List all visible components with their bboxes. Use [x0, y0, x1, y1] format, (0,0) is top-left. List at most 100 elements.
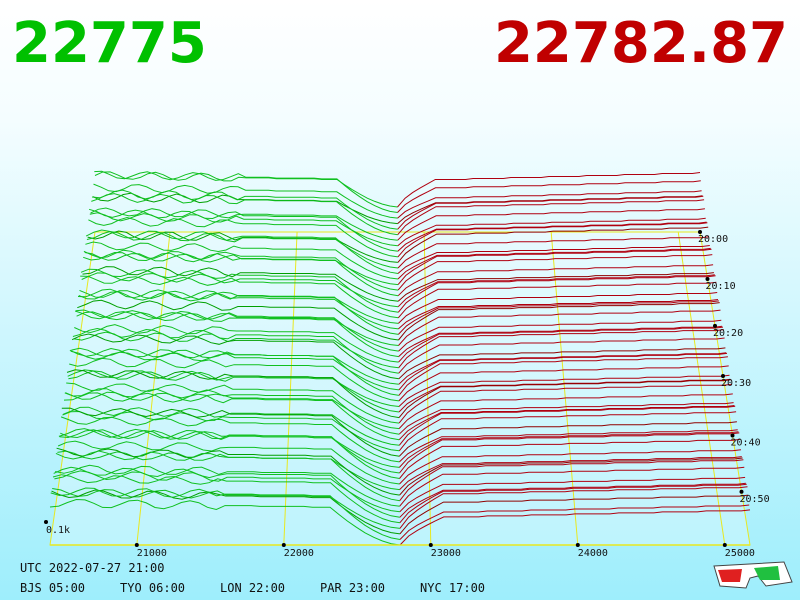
ask-depth-line — [399, 456, 742, 490]
depth-surface — [49, 170, 751, 546]
ask-depth-line — [397, 195, 704, 230]
bid-depth-line — [85, 241, 399, 280]
bid-depth-line — [54, 470, 400, 513]
bid-depth-line — [53, 466, 400, 518]
bid-depth-line — [52, 488, 400, 529]
city-time: NYC 17:00 — [420, 581, 485, 595]
ask-depth-line — [398, 393, 733, 429]
ask-depth-line — [397, 221, 707, 252]
ask-depth-line — [399, 432, 740, 474]
ask-depth-line — [399, 486, 748, 529]
price-grid-line — [677, 231, 726, 546]
bid-depth-line — [66, 369, 400, 419]
time-tick-label: 20:00 — [698, 234, 728, 245]
ask-depth-line — [398, 379, 732, 418]
bid-depth-line — [89, 212, 398, 247]
city-time: BJS 05:00 — [20, 581, 85, 595]
price-grid-line — [283, 231, 298, 546]
ask-depth-line — [398, 300, 719, 335]
time-tick-label: 20:20 — [713, 328, 743, 339]
time-tick-label: 20:50 — [740, 494, 770, 505]
bid-depth-line — [55, 450, 400, 502]
bid-depth-line — [83, 251, 399, 297]
ask-depth-line — [399, 466, 745, 507]
ask-depth-line — [399, 476, 746, 513]
bid-depth-line — [63, 406, 400, 446]
bid-depth-line — [63, 392, 400, 441]
time-tick — [739, 489, 744, 494]
time-tick — [730, 433, 735, 438]
ask-depth-line — [398, 352, 727, 385]
ask-depth-line — [397, 222, 708, 258]
ask-depth-line — [399, 431, 739, 468]
time-tick-label: 20:30 — [721, 378, 751, 389]
time-tick — [705, 276, 710, 281]
ask-depth-line — [397, 272, 714, 302]
bid-depth-line — [77, 299, 399, 341]
price-tick-label: 25000 — [725, 548, 755, 559]
bid-depth-line — [71, 333, 399, 380]
ask-depth-line — [397, 281, 717, 319]
bid-depth-line — [64, 388, 400, 435]
bid-depth-line — [79, 289, 399, 324]
ask-depth-line — [398, 347, 726, 380]
price-tick-label: 24000 — [578, 548, 608, 559]
ask-depth-line — [399, 449, 742, 485]
ask-price: 22782.87 — [494, 11, 788, 76]
ask-depth-line — [398, 383, 733, 424]
bid-depth-line — [68, 370, 400, 407]
bid-depth-line — [52, 474, 400, 524]
price-tick — [575, 543, 580, 547]
bid-depth-line — [74, 324, 399, 363]
ask-depth-line — [398, 405, 736, 446]
bid-depth-line — [69, 357, 399, 402]
ask-depth-line — [399, 504, 750, 540]
ask-depth-line — [397, 274, 715, 308]
time-tick-label: 20:10 — [706, 281, 736, 292]
bid-depth-line — [93, 183, 398, 219]
bid-depth-line — [85, 229, 399, 274]
ask-depth-line — [397, 245, 710, 274]
ask-depth-line — [398, 365, 729, 402]
ask-depth-line — [398, 402, 734, 435]
ask-depth-line — [398, 299, 719, 330]
bid-depth-line — [88, 208, 398, 252]
ask-depth-line — [398, 326, 724, 363]
time-tick-label: 20:40 — [731, 437, 761, 448]
ask-depth-line — [399, 482, 746, 518]
ask-depth-line — [397, 275, 716, 313]
bid-depth-line — [69, 347, 399, 396]
bid-depth-line — [80, 275, 399, 319]
ask-depth-line — [398, 352, 728, 391]
time-tick — [698, 230, 702, 234]
ask-depth-line — [397, 247, 711, 280]
bid-depth-line — [58, 428, 400, 479]
price-tick — [134, 543, 139, 547]
city-times: BJS 05:00 TYO 06:00 LON 22:00 PAR 23:00 NYC … — [20, 581, 485, 595]
ask-depth-line — [399, 494, 749, 535]
time-tick — [713, 323, 717, 328]
ask-depth-line — [398, 325, 723, 357]
ask-depth-line — [398, 337, 725, 374]
ask-depth-line — [398, 302, 720, 341]
ask-depth-line — [397, 199, 705, 236]
ask-depth-line — [399, 457, 743, 496]
bid-depth-line — [62, 410, 400, 452]
price-tick-label: 22000 — [284, 548, 314, 559]
bid-depth-line — [77, 288, 399, 335]
ask-depth-line — [397, 180, 701, 213]
ask-depth-line — [397, 195, 703, 224]
bid-price: 22775 — [12, 11, 207, 76]
ask-depth-line — [398, 421, 737, 457]
ask-depth-line — [397, 172, 701, 208]
bid-depth-line — [91, 189, 398, 230]
bid-depth-line — [72, 327, 399, 374]
bid-depth-line — [57, 440, 400, 485]
ask-depth-line — [398, 319, 722, 352]
bid-depth-line — [80, 268, 399, 313]
ask-depth-line — [397, 254, 713, 291]
bid-depth-line — [56, 447, 400, 496]
ask-depth-line — [398, 374, 730, 407]
